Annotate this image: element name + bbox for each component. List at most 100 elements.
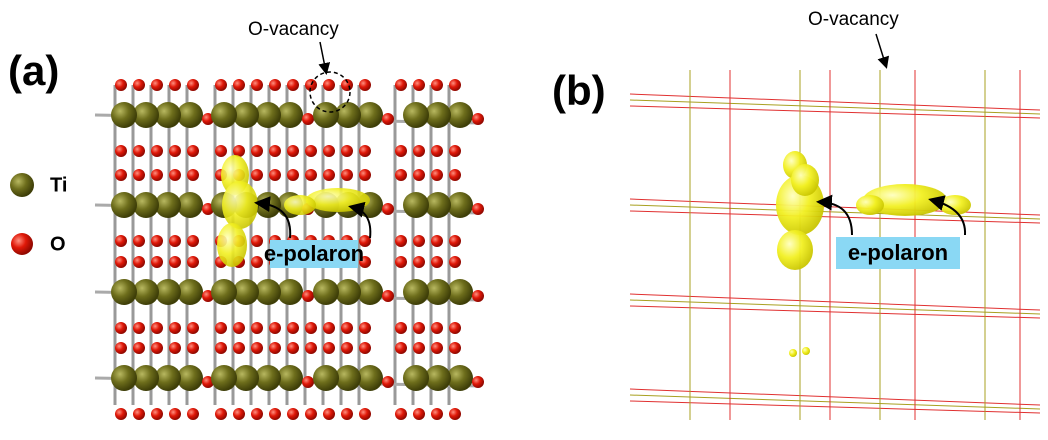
ti-atom [313, 102, 339, 128]
o-atom [395, 342, 407, 354]
o-atom [323, 79, 335, 91]
ti-atom [313, 365, 339, 391]
o-atom [187, 169, 199, 181]
o-atom [287, 145, 299, 157]
o-atom [187, 322, 199, 334]
o-atom [169, 235, 181, 247]
o-atom [287, 79, 299, 91]
o-atom [233, 322, 245, 334]
o-atom [323, 169, 335, 181]
legend-label: Ti [50, 174, 67, 196]
o-atom [341, 342, 353, 354]
o-atom [151, 408, 163, 420]
polaron-density [306, 188, 370, 212]
o-atom [251, 79, 263, 91]
o-atom [133, 235, 145, 247]
legend-o [11, 233, 33, 255]
o-atom [115, 79, 127, 91]
o-atom [251, 145, 263, 157]
o-atom [151, 145, 163, 157]
ti-atom [403, 192, 429, 218]
o-atom [413, 169, 425, 181]
o-atom [382, 113, 394, 125]
ti-atom [403, 102, 429, 128]
o-atom [302, 290, 314, 302]
o-atom [151, 322, 163, 334]
o-atom [169, 342, 181, 354]
o-atom [215, 408, 227, 420]
vacancy-label: O-vacancy [248, 19, 339, 40]
o-atom [323, 145, 335, 157]
ti-atom [403, 279, 429, 305]
o-atom [133, 256, 145, 268]
o-atom [431, 169, 443, 181]
legend-ti [10, 173, 34, 197]
o-atom [449, 145, 461, 157]
polaron-density [789, 349, 797, 357]
o-atom [359, 322, 371, 334]
o-atom [187, 145, 199, 157]
o-atom [133, 408, 145, 420]
o-atom [305, 342, 317, 354]
arrow [876, 34, 886, 66]
o-atom [187, 342, 199, 354]
o-atom [233, 79, 245, 91]
o-atom [151, 79, 163, 91]
ti-atom [111, 279, 137, 305]
o-atom [449, 256, 461, 268]
o-atom [359, 342, 371, 354]
polaron-density [791, 164, 819, 196]
o-atom [133, 322, 145, 334]
legend-label: O [50, 233, 66, 255]
panel-label: (a) [8, 47, 59, 94]
o-atom [323, 322, 335, 334]
o-atom [305, 79, 317, 91]
o-atom [169, 145, 181, 157]
o-atom [413, 235, 425, 247]
o-atom [269, 342, 281, 354]
o-atom [395, 322, 407, 334]
polaron-density [284, 195, 316, 215]
arrow [320, 42, 326, 72]
o-atom [431, 322, 443, 334]
o-atom [215, 342, 227, 354]
o-atom [341, 145, 353, 157]
o-atom [431, 235, 443, 247]
o-atom [287, 322, 299, 334]
o-atom [215, 322, 227, 334]
o-atom [287, 342, 299, 354]
ti-atom [111, 102, 137, 128]
o-atom [472, 376, 484, 388]
ti-atom [111, 365, 137, 391]
o-atom [251, 169, 263, 181]
o-atom [269, 322, 281, 334]
o-atom [133, 145, 145, 157]
o-atom [395, 256, 407, 268]
o-atom [151, 342, 163, 354]
o-atom [395, 79, 407, 91]
o-atom [431, 342, 443, 354]
o-atom [395, 235, 407, 247]
o-atom [133, 342, 145, 354]
o-atom [413, 322, 425, 334]
o-atom [133, 169, 145, 181]
o-atom [341, 169, 353, 181]
o-atom [187, 408, 199, 420]
polaron-density [856, 195, 884, 215]
o-atom [187, 256, 199, 268]
o-atom [449, 322, 461, 334]
polaron-density [802, 347, 810, 355]
o-atom [151, 235, 163, 247]
o-atom [472, 113, 484, 125]
o-atom [115, 408, 127, 420]
o-atom [449, 342, 461, 354]
o-atom [187, 235, 199, 247]
panel-label: (b) [552, 67, 606, 114]
o-atom [233, 408, 245, 420]
o-atom [187, 79, 199, 91]
o-atom [359, 169, 371, 181]
polaron-density [217, 223, 247, 267]
o-atom [269, 408, 281, 420]
o-atom [169, 322, 181, 334]
o-atom [382, 203, 394, 215]
